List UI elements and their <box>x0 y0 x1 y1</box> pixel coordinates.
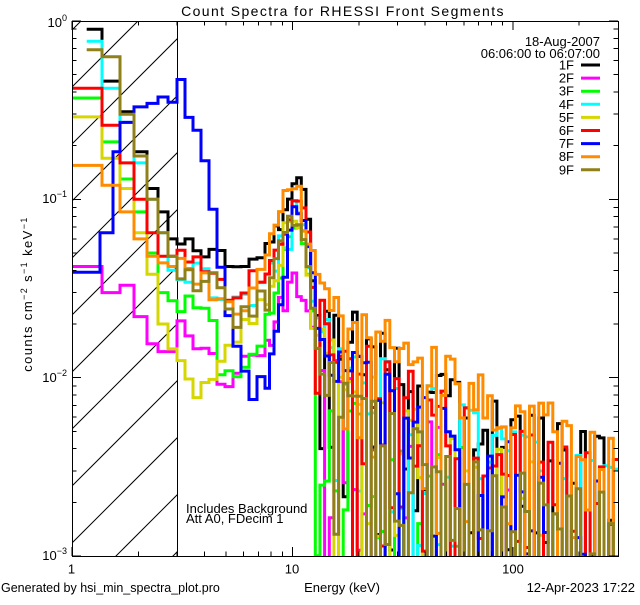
svg-text:100: 100 <box>502 562 524 577</box>
svg-text:5F: 5F <box>559 110 574 125</box>
svg-text:Count Spectra for RHESSI Front: Count Spectra for RHESSI Front Segments <box>181 3 505 19</box>
svg-text:Generated by hsi_min_spectra_p: Generated by hsi_min_spectra_plot.pro <box>1 581 220 595</box>
svg-text:06:06:00 to 06:07:00: 06:06:00 to 06:07:00 <box>481 46 600 61</box>
svg-text:1: 1 <box>68 562 75 577</box>
svg-text:8F: 8F <box>559 149 574 164</box>
svg-text:12-Apr-2023 17:22: 12-Apr-2023 17:22 <box>527 580 635 595</box>
svg-text:18-Aug-2007: 18-Aug-2007 <box>525 34 600 49</box>
svg-text:Includes Background: Includes Background <box>186 501 307 516</box>
svg-text:counts cm−2 s−1 keV−1: counts cm−2 s−1 keV−1 <box>19 216 35 372</box>
svg-text:4F: 4F <box>559 97 574 112</box>
svg-text:7F: 7F <box>559 136 574 151</box>
svg-text:3F: 3F <box>559 84 574 99</box>
svg-text:2F: 2F <box>559 71 574 86</box>
svg-text:10: 10 <box>285 562 299 577</box>
svg-text:6F: 6F <box>559 123 574 138</box>
svg-text:Energy (keV): Energy (keV) <box>304 580 380 595</box>
svg-text:1F: 1F <box>559 58 574 73</box>
svg-text:9F: 9F <box>559 162 574 177</box>
svg-text:Att A0, FDecim 1: Att A0, FDecim 1 <box>186 511 284 526</box>
